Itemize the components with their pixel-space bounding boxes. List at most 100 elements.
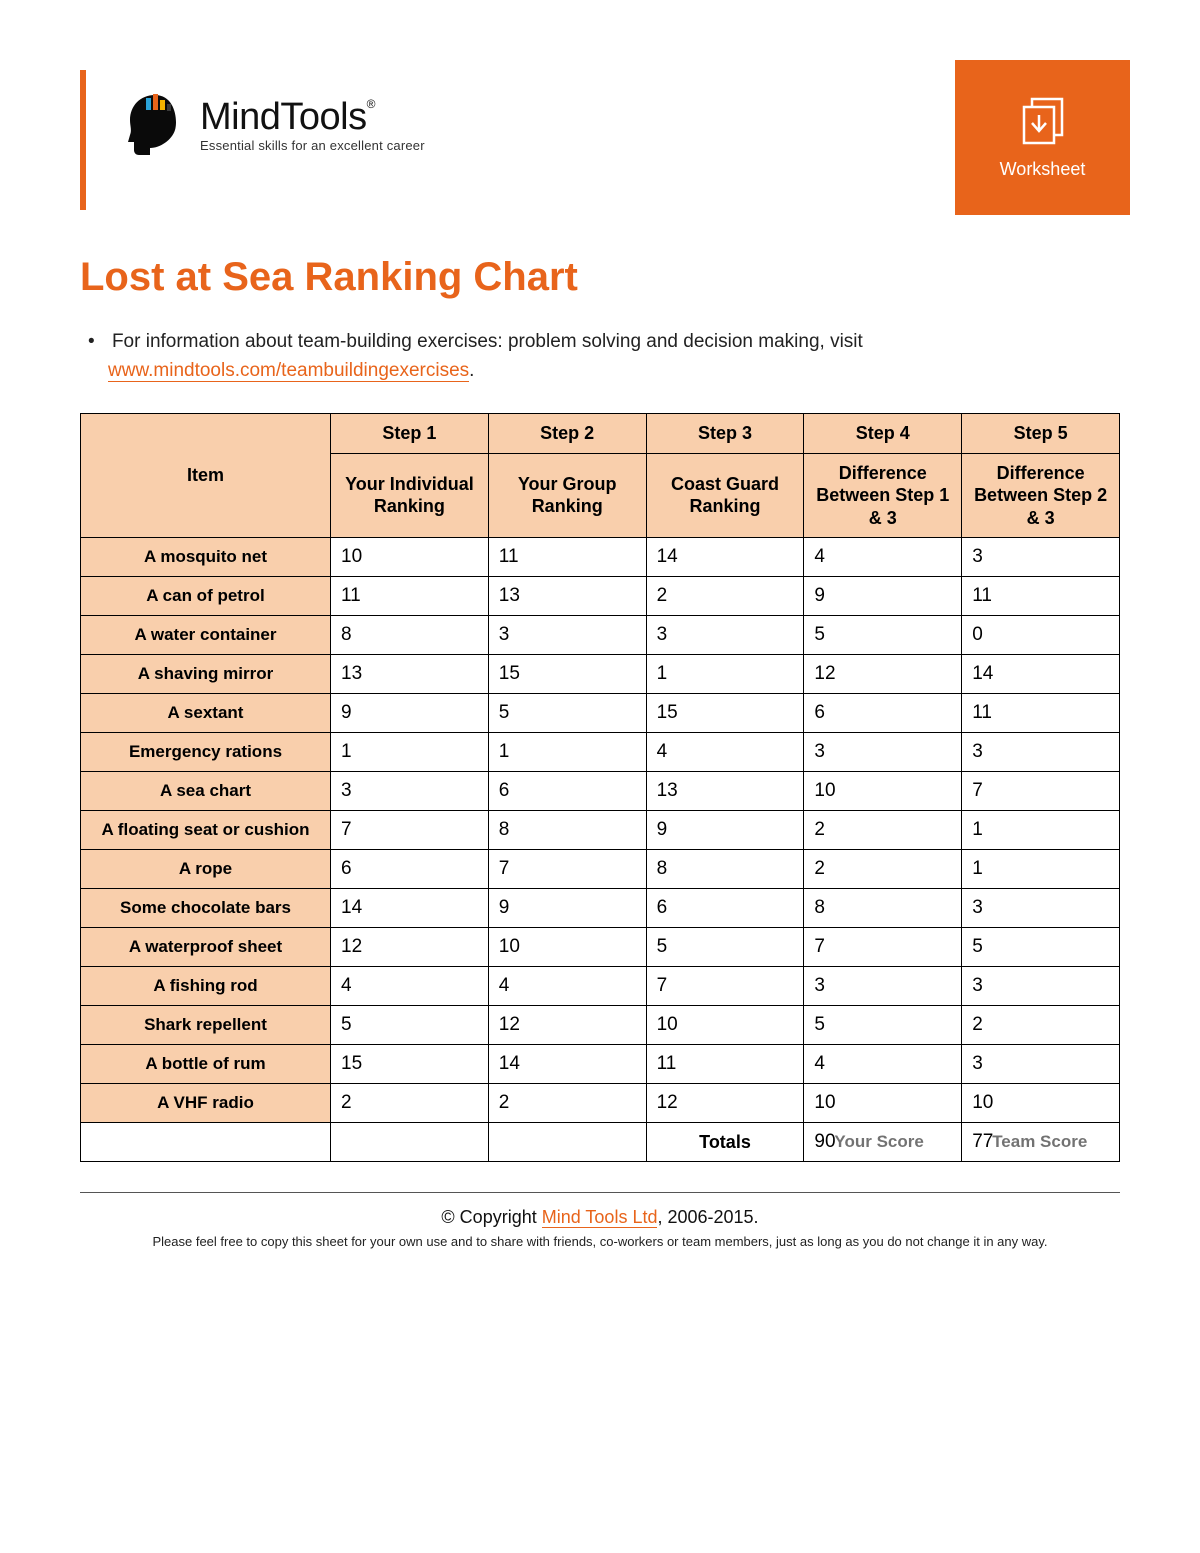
- value-cell: 1: [646, 655, 804, 694]
- brand-name-thin: Tools: [280, 96, 366, 138]
- col-sub-4: Difference Between Step 1 & 3: [804, 453, 962, 538]
- value-cell: 14: [331, 889, 489, 928]
- table-row: A sea chart3613107: [81, 772, 1120, 811]
- reg-mark: ®: [367, 97, 375, 111]
- totals-blank-2: [331, 1123, 489, 1162]
- value-cell: 9: [331, 694, 489, 733]
- item-cell: Some chocolate bars: [81, 889, 331, 928]
- value-cell: 2: [962, 1006, 1120, 1045]
- value-cell: 0: [962, 616, 1120, 655]
- value-cell: 3: [646, 616, 804, 655]
- value-cell: 3: [804, 967, 962, 1006]
- table-header-row-1: Item Step 1 Step 2 Step 3 Step 4 Step 5: [81, 414, 1120, 454]
- value-cell: 11: [488, 538, 646, 577]
- item-cell: A fishing rod: [81, 967, 331, 1006]
- col-sub-1: Your Individual Ranking: [331, 453, 489, 538]
- intro-link[interactable]: www.mindtools.com/teambuildingexercises: [108, 360, 469, 382]
- copyright-link[interactable]: Mind Tools Ltd: [542, 1207, 658, 1228]
- brand-tagline: Essential skills for an excellent career: [200, 138, 425, 153]
- value-cell: 3: [331, 772, 489, 811]
- header: MindTools® Essential skills for an excel…: [80, 70, 1120, 215]
- table-row: A floating seat or cushion78921: [81, 811, 1120, 850]
- your-score-cell: 90Your Score: [804, 1123, 962, 1162]
- table-row: A can of petrol11132911: [81, 577, 1120, 616]
- table-row: Shark repellent5121052: [81, 1006, 1120, 1045]
- table-row: A water container83350: [81, 616, 1120, 655]
- table-row: A fishing rod44733: [81, 967, 1120, 1006]
- totals-blank-1: [81, 1123, 331, 1162]
- item-cell: A VHF radio: [81, 1084, 331, 1123]
- value-cell: 1: [962, 850, 1120, 889]
- value-cell: 3: [962, 538, 1120, 577]
- value-cell: 2: [646, 577, 804, 616]
- value-cell: 3: [962, 889, 1120, 928]
- logo: MindTools® Essential skills for an excel…: [120, 90, 425, 160]
- copyright: © Copyright Mind Tools Ltd, 2006-2015.: [80, 1207, 1120, 1228]
- value-cell: 10: [646, 1006, 804, 1045]
- item-cell: A sea chart: [81, 772, 331, 811]
- value-cell: 1: [962, 811, 1120, 850]
- value-cell: 4: [804, 538, 962, 577]
- table-row: A shaving mirror131511214: [81, 655, 1120, 694]
- value-cell: 4: [646, 733, 804, 772]
- value-cell: 13: [488, 577, 646, 616]
- value-cell: 12: [646, 1084, 804, 1123]
- value-cell: 10: [488, 928, 646, 967]
- table-row: Emergency rations11433: [81, 733, 1120, 772]
- value-cell: 7: [962, 772, 1120, 811]
- item-cell: A bottle of rum: [81, 1045, 331, 1084]
- item-cell: A mosquito net: [81, 538, 331, 577]
- col-step-2: Step 2: [488, 414, 646, 454]
- value-cell: 10: [804, 772, 962, 811]
- item-cell: Emergency rations: [81, 733, 331, 772]
- value-cell: 3: [962, 1045, 1120, 1084]
- table-row: A sextant9515611: [81, 694, 1120, 733]
- col-sub-2: Your Group Ranking: [488, 453, 646, 538]
- page: MindTools® Essential skills for an excel…: [0, 0, 1200, 1289]
- value-cell: 11: [962, 694, 1120, 733]
- value-cell: 4: [488, 967, 646, 1006]
- disclaimer: Please feel free to copy this sheet for …: [80, 1234, 1120, 1249]
- item-cell: A floating seat or cushion: [81, 811, 331, 850]
- value-cell: 14: [962, 655, 1120, 694]
- value-cell: 7: [804, 928, 962, 967]
- table-body: A mosquito net10111443A can of petrol111…: [81, 538, 1120, 1162]
- value-cell: 3: [962, 967, 1120, 1006]
- item-cell: A shaving mirror: [81, 655, 331, 694]
- value-cell: 5: [804, 616, 962, 655]
- download-doc-icon: [1018, 95, 1068, 145]
- value-cell: 10: [804, 1084, 962, 1123]
- copyright-suffix: , 2006-2015.: [657, 1207, 758, 1227]
- brand-name-bold: Mind: [200, 96, 280, 138]
- value-cell: 10: [331, 538, 489, 577]
- value-cell: 9: [488, 889, 646, 928]
- value-cell: 7: [331, 811, 489, 850]
- logo-icon: [120, 90, 190, 160]
- value-cell: 5: [646, 928, 804, 967]
- value-cell: 6: [804, 694, 962, 733]
- value-cell: 3: [962, 733, 1120, 772]
- value-cell: 7: [646, 967, 804, 1006]
- totals-blank-3: [488, 1123, 646, 1162]
- value-cell: 12: [488, 1006, 646, 1045]
- value-cell: 15: [331, 1045, 489, 1084]
- value-cell: 7: [488, 850, 646, 889]
- item-cell: Shark repellent: [81, 1006, 331, 1045]
- logo-text-block: MindTools® Essential skills for an excel…: [200, 98, 425, 153]
- team-score-cell: 77Team Score: [962, 1123, 1120, 1162]
- value-cell: 13: [646, 772, 804, 811]
- brand-name: MindTools®: [200, 98, 425, 136]
- value-cell: 5: [488, 694, 646, 733]
- value-cell: 11: [962, 577, 1120, 616]
- value-cell: 6: [488, 772, 646, 811]
- item-cell: A rope: [81, 850, 331, 889]
- col-sub-5: Difference Between Step 2 & 3: [962, 453, 1120, 538]
- value-cell: 15: [488, 655, 646, 694]
- totals-label: Totals: [646, 1123, 804, 1162]
- table-row: A VHF radio22121010: [81, 1084, 1120, 1123]
- value-cell: 14: [646, 538, 804, 577]
- value-cell: 2: [331, 1084, 489, 1123]
- value-cell: 2: [804, 811, 962, 850]
- value-cell: 2: [488, 1084, 646, 1123]
- accent-bar: [80, 70, 86, 210]
